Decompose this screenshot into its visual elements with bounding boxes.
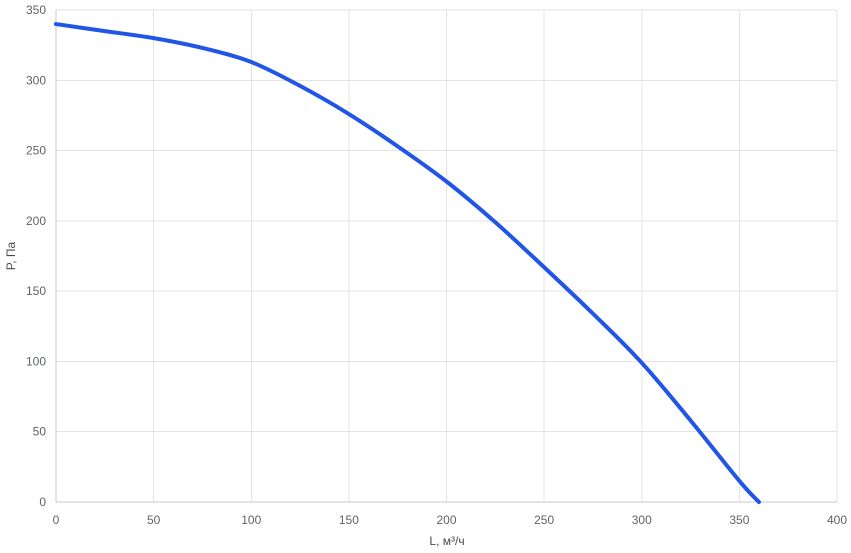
grid	[56, 9, 838, 502]
y-tick-label: 100	[26, 354, 46, 368]
x-axis-title: L, м³/ч	[429, 534, 464, 548]
x-tick-label: 150	[339, 513, 359, 527]
y-tick-label: 50	[33, 425, 47, 439]
y-tick-label: 150	[26, 284, 46, 298]
y-tick-labels: 0 50 100 150 200 250 300 350	[26, 3, 46, 509]
x-tick-labels: 0 50 100 150 200 250 300 350 400	[53, 513, 848, 527]
y-tick-label: 250	[26, 144, 46, 158]
x-tick-label: 300	[632, 513, 652, 527]
x-tick-label: 100	[241, 513, 261, 527]
y-tick-label: 300	[26, 73, 46, 87]
x-tick-label: 350	[729, 513, 749, 527]
x-tick-label: 400	[827, 513, 847, 527]
x-tick-label: 50	[147, 513, 161, 527]
x-tick-label: 200	[436, 513, 456, 527]
series-layer	[54, 22, 761, 504]
y-tick-label: 0	[39, 495, 46, 509]
x-tick-label: 250	[534, 513, 554, 527]
series-line	[54, 22, 761, 504]
axes	[55, 10, 837, 503]
x-tick-label: 0	[53, 513, 60, 527]
y-tick-label: 200	[26, 214, 46, 228]
y-tick-label: 350	[26, 3, 46, 17]
y-axis-title: P, Па	[4, 241, 18, 270]
